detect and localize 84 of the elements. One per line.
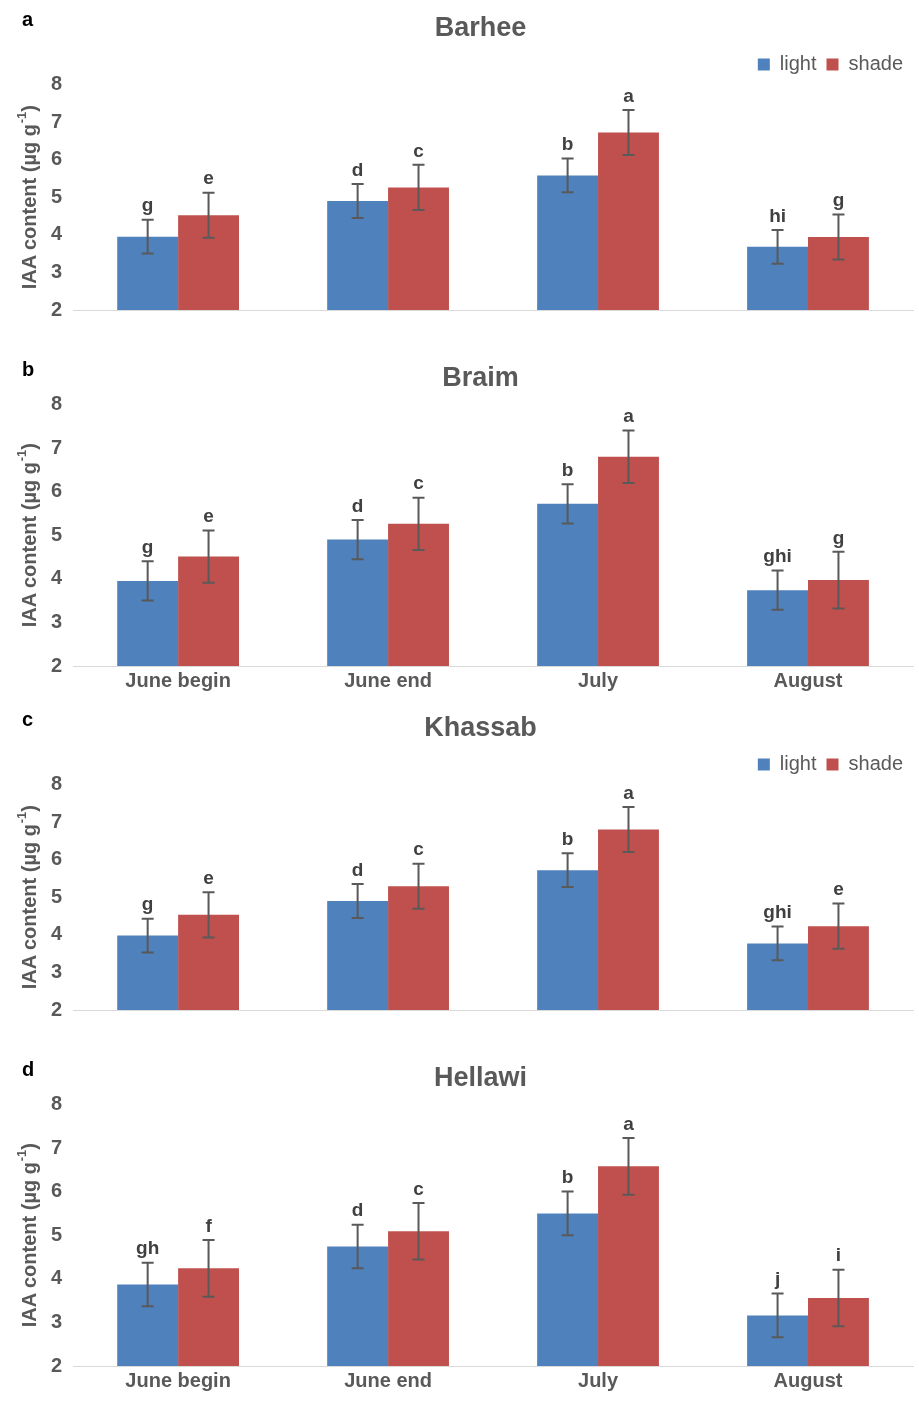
data-label: e <box>203 867 214 889</box>
y-tick-label: 5 <box>51 522 63 545</box>
y-tick-label: 2 <box>51 297 63 320</box>
y-tick-label: 8 <box>51 391 63 414</box>
text: d <box>22 1057 35 1080</box>
y-axis-title: IAA content (µg g-1) <box>13 1143 40 1328</box>
chart-title: Braim <box>442 361 519 392</box>
y-tick-label: 8 <box>51 1091 63 1114</box>
y-tick-label: 2 <box>51 997 63 1020</box>
y-axis-title: IAA content (µg g-1) <box>13 805 40 990</box>
y-tick-label: 3 <box>51 1309 63 1332</box>
y-tick-label: 8 <box>51 771 63 794</box>
data-label: b <box>561 133 574 155</box>
data-label: c <box>413 838 425 860</box>
data-label: e <box>203 505 214 527</box>
chart-title: Barhee <box>434 11 527 42</box>
y-tick-label: 3 <box>51 609 63 632</box>
data-label: a <box>623 781 635 803</box>
data-label: g <box>141 194 154 216</box>
data-label: a <box>623 405 635 427</box>
data-label: e <box>203 167 214 189</box>
y-tick-label: 6 <box>51 847 63 870</box>
legend-label: shade <box>848 51 904 74</box>
x-tick-label: July <box>578 668 619 691</box>
y-tick-label: 4 <box>51 922 63 945</box>
data-label: c <box>413 139 425 161</box>
text: a <box>22 7 34 30</box>
y-tick-label: 4 <box>51 222 63 245</box>
y-tick-label: 7 <box>51 1135 63 1158</box>
x-tick-label: June begin <box>125 668 231 691</box>
y-axis-title: IAA content (µg g-1) <box>13 443 40 628</box>
data-label: g <box>141 893 154 915</box>
data-label: j <box>773 1268 781 1290</box>
y-tick-label: 6 <box>51 1179 63 1202</box>
y-tick-label: 4 <box>51 566 63 589</box>
y-tick-label: 7 <box>51 435 63 458</box>
legend-label: light <box>779 751 817 774</box>
data-label: g <box>832 526 845 548</box>
data-label: hi <box>769 204 787 226</box>
y-tick-label: 7 <box>51 809 63 832</box>
y-tick-label: 3 <box>51 259 63 282</box>
y-tick-label: 6 <box>51 479 63 502</box>
data-label: gh <box>136 1237 160 1259</box>
data-label: b <box>561 1166 574 1188</box>
y-tick-label: 3 <box>51 959 63 982</box>
text: c <box>22 707 34 730</box>
y-tick-label: 5 <box>51 884 63 907</box>
text: b <box>22 357 35 380</box>
data-label: d <box>351 494 364 516</box>
legend-label: light <box>779 51 817 74</box>
data-label: b <box>561 827 574 849</box>
data-label: a <box>623 84 635 106</box>
x-tick-label: June end <box>344 1368 432 1391</box>
data-label: a <box>623 1112 635 1134</box>
y-tick-label: 8 <box>51 71 63 94</box>
data-label: b <box>561 458 574 480</box>
x-tick-label: July <box>578 1368 619 1391</box>
x-tick-label: June begin <box>125 1368 231 1391</box>
y-tick-label: 2 <box>51 1353 63 1376</box>
chart-title: Hellawi <box>433 1061 528 1092</box>
y-tick-label: 5 <box>51 1222 63 1245</box>
data-label: f <box>205 1214 213 1236</box>
data-label: d <box>351 158 364 180</box>
data-label: d <box>351 858 364 880</box>
data-label: g <box>832 189 845 211</box>
y-tick-label: 7 <box>51 109 63 132</box>
y-tick-label: 6 <box>51 147 63 170</box>
y-tick-label: 2 <box>51 653 63 676</box>
data-label: c <box>413 1177 425 1199</box>
data-label: g <box>141 536 154 558</box>
legend-label: shade <box>848 751 904 774</box>
data-label: d <box>351 1199 364 1221</box>
y-axis-title: IAA content (µg g-1) <box>13 105 40 290</box>
data-label: ghi <box>763 901 792 923</box>
x-tick-label: June end <box>344 668 432 691</box>
y-tick-label: 5 <box>51 184 63 207</box>
data-label: ghi <box>763 545 792 567</box>
x-tick-label: August <box>773 1368 843 1391</box>
y-tick-label: 4 <box>51 1266 63 1289</box>
chart-title: Khassab <box>424 711 537 742</box>
data-label: c <box>413 472 425 494</box>
x-tick-label: August <box>773 668 843 691</box>
data-label: i <box>835 1244 842 1266</box>
data-label: e <box>833 878 844 900</box>
